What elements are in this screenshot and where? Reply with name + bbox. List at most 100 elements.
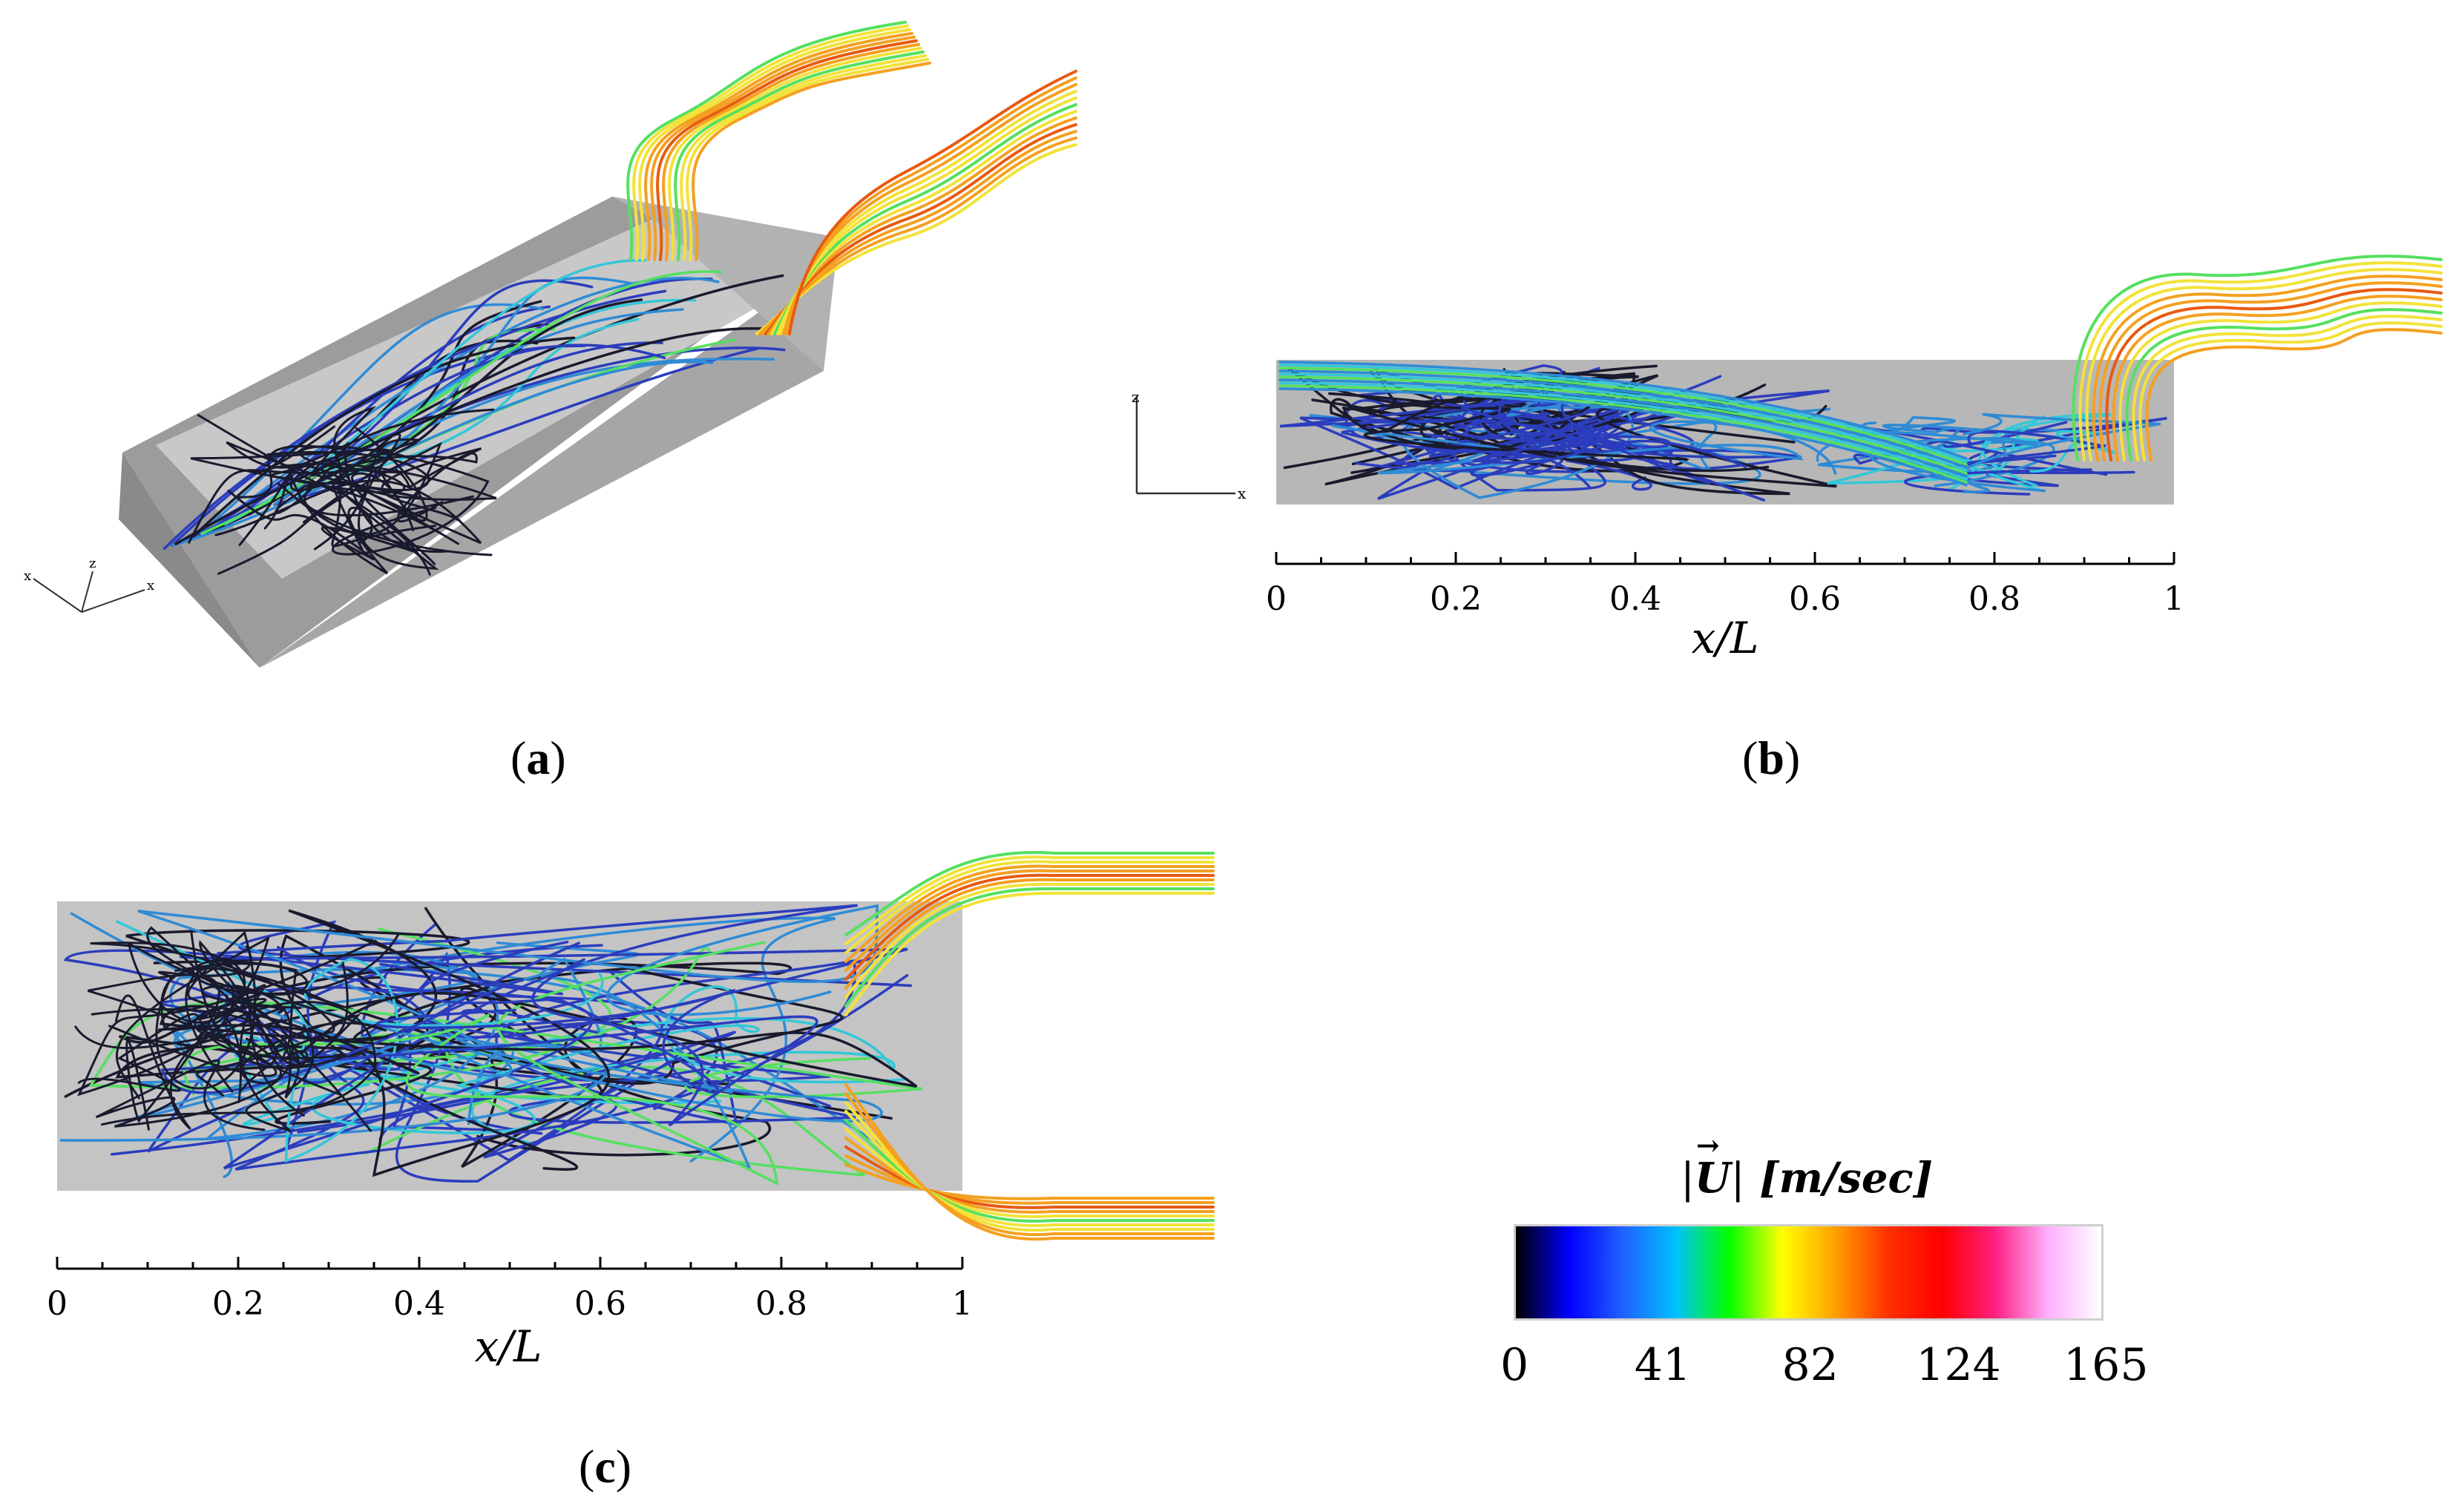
streamline [662,43,920,261]
streamline [299,445,490,556]
streamline [1278,381,1968,481]
streamline [844,891,1215,1016]
streamline [70,904,879,1077]
streamline [674,50,925,261]
streamline [217,441,443,575]
streamline [1278,361,1968,460]
panel-c-axis-label: x/L [475,1321,542,1372]
streamline [844,864,1215,963]
axis-tick-label: 0.4 [1609,580,1661,618]
streamline [2029,430,2115,473]
streamline [2125,308,2443,461]
panel-a-streamlines [162,21,1077,576]
streamline [2078,261,2443,461]
streamline [174,327,766,545]
axis-tick-label: 0.8 [755,1285,807,1323]
colorbar-title-symbol: U [1694,1154,1731,1203]
streamline [125,929,844,1085]
streamline [844,882,1215,999]
streamline [303,452,478,523]
streamline [656,39,918,261]
panel-c-x-axis: 0 0.2 0.4 0.6 0.8 1 [47,1257,973,1323]
panel-b-triad-z: z [1132,388,1140,406]
streamline [2098,281,2443,461]
panel-a-triad-label-2: z [89,556,96,571]
panel-a-triad-label-1: x [24,568,31,584]
streamline [1356,385,1695,473]
streamline [1299,404,1641,490]
streamline [2145,328,2443,461]
axis-tick-label: 0 [1266,580,1287,618]
panel-b-axis-label: x/L [1692,613,1759,663]
streamline [162,289,667,550]
streamline [191,336,576,539]
axis-tick-label: 0.8 [1968,580,2020,618]
colorbar-title-vector-arrow: U → [1694,1128,1731,1203]
panel-a-triad-label-3: x [147,578,154,594]
streamline [1845,423,2092,496]
arrow-icon: → [1695,1128,1720,1162]
colorbar-tick-label: 165 [2063,1339,2149,1391]
streamline [381,447,482,522]
streamline [626,21,907,261]
axis-tick-label: 0.6 [574,1285,626,1323]
streamline [2072,254,2443,461]
streamline [297,1008,856,1159]
streamline [171,361,714,547]
colorbar-tick-label: 124 [1916,1339,2001,1391]
streamline [638,28,911,261]
streamline [375,941,736,1094]
streamline [238,473,389,575]
streamline [254,425,497,532]
streamline [844,860,1215,954]
panel-b-streamlines [1278,254,2443,502]
axis-tick-label: 0 [47,1285,68,1323]
streamline [632,24,909,261]
colorbar-title-unit: [m/sec] [1759,1154,1934,1203]
panel-c-figure: 0 0.2 0.4 0.6 0.8 1 x/L [47,851,1215,1372]
streamline [2132,315,2443,461]
streamline [686,58,929,261]
streamline [844,887,1215,1008]
streamline [310,406,436,565]
streamline [372,276,639,467]
streamline [1287,364,1687,461]
streamline [344,318,640,478]
streamline [1960,412,2161,493]
streamline [650,36,916,261]
streamline [297,357,775,496]
colorbar-title: |U → | [m/sec] [1681,1128,1934,1203]
colorbar-gradient [1514,1224,2104,1321]
streamline [1431,364,1765,502]
streamline [227,489,415,561]
panel-b-caption: (b) [1742,732,1801,784]
streamline [644,32,913,261]
colorbar-tick-label: 0 [1500,1339,1529,1391]
streamline [1278,384,1968,484]
axis-tick-label: 0.6 [1789,580,1841,618]
streamline [217,904,858,1170]
panel-c-caption: (c) [579,1440,632,1493]
streamline [290,441,437,548]
streamline [1278,378,1968,478]
axis-tick-label: 0.2 [1430,580,1482,618]
streamline [844,878,1215,990]
streamline [788,70,1077,335]
streamline [170,344,586,548]
colorbar-title-bar-left: | [1681,1154,1695,1203]
streamline [668,47,922,261]
streamline [1278,364,1968,463]
streamline [2118,301,2443,461]
streamline [1461,397,1747,469]
streamline [1278,372,1968,472]
streamline [1946,412,2112,492]
streamline [88,946,923,1099]
panel-a-caption: (a) [510,732,566,784]
streamline [234,920,913,1171]
streamline [2092,275,2443,461]
axis-tick-label: 1 [952,1285,973,1323]
colorbar-tick-label: 41 [1634,1339,1692,1391]
streamline [1278,387,1968,487]
streamline [200,270,723,536]
streamline [844,851,1215,936]
